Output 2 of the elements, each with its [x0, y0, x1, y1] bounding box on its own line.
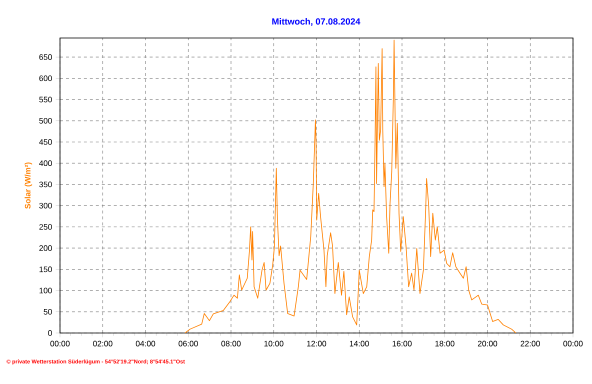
line-series [184, 40, 516, 333]
chart-title: Mittwoch, 07.08.2024 [272, 18, 360, 26]
